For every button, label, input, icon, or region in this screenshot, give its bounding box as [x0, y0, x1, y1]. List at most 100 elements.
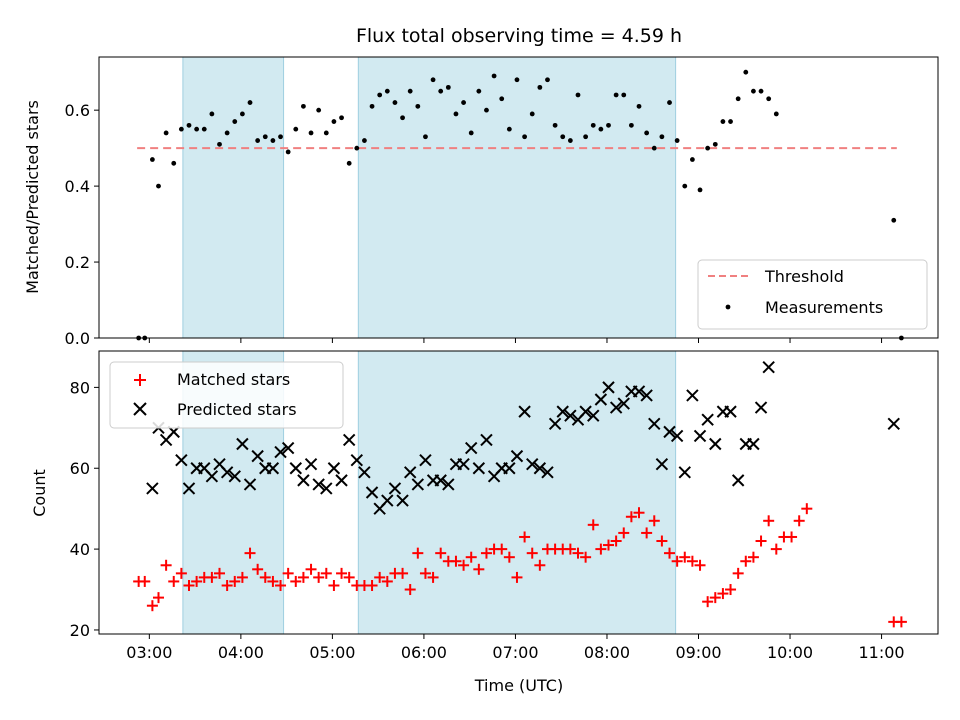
- measurement-point: [278, 134, 283, 140]
- matched-stars-point: [648, 515, 660, 527]
- predicted-stars-point: [587, 409, 600, 422]
- measurement-point: [308, 130, 314, 136]
- predicted-stars-point: [228, 470, 241, 483]
- predicted-stars-point: [442, 478, 455, 491]
- measurement-point: [149, 157, 155, 162]
- measurement-point: [194, 126, 200, 132]
- legend-predicted-label: Predicted stars: [177, 400, 297, 419]
- matched-stars-point: [290, 575, 302, 587]
- matched-stars-point: [732, 567, 744, 579]
- measurement-point: [560, 134, 566, 140]
- y-tick-label: 60: [70, 459, 90, 478]
- predicted-stars-point: [365, 486, 379, 499]
- matched-stars-point: [236, 571, 248, 583]
- predicted-stars-point: [182, 482, 196, 495]
- predicted-stars-point: [747, 437, 760, 451]
- measurement-point: [186, 122, 192, 128]
- predicted-stars-point: [312, 478, 325, 491]
- predicted-stars-point: [762, 360, 775, 374]
- measurement-point: [430, 77, 436, 83]
- matched-stars-point: [763, 515, 775, 527]
- x-tick-label: 11:00: [859, 643, 905, 662]
- measurement-point: [354, 145, 360, 151]
- predicted-stars-point: [526, 457, 539, 471]
- matched-stars-point: [427, 571, 439, 583]
- measurement-point: [682, 183, 688, 189]
- measurement-point: [728, 119, 733, 124]
- matched-stars-point: [267, 575, 279, 587]
- measurement-point: [667, 100, 672, 105]
- matched-stars-point: [572, 547, 584, 559]
- matched-stars-point: [458, 559, 470, 571]
- counts-legend-box: [109, 361, 344, 429]
- x-tick-label: 08:00: [584, 643, 630, 662]
- measurement-point: [377, 92, 383, 98]
- measurement-point: [891, 217, 897, 223]
- measurement-point: [224, 130, 230, 136]
- predicted-stars-point: [251, 449, 264, 463]
- ratio-series: [136, 69, 904, 341]
- matched-stars-point: [221, 579, 233, 591]
- measurement-point: [621, 92, 627, 98]
- legend-predicted-swatch: [133, 402, 147, 416]
- predicted-stars-point: [205, 470, 219, 483]
- predicted-stars-point: [327, 462, 341, 475]
- predicted-stars-point: [503, 462, 516, 475]
- matched-stars-point: [686, 555, 698, 567]
- measurement-point: [316, 107, 322, 113]
- matched-stars-point: [191, 575, 203, 587]
- measurement-point: [415, 103, 421, 109]
- matched-stars-point: [297, 571, 309, 583]
- measurement-point: [705, 145, 711, 151]
- predicted-stars-point: [243, 478, 257, 491]
- measurement-point: [506, 126, 512, 132]
- matched-stars-point: [580, 551, 592, 563]
- matched-stars-point: [709, 592, 721, 604]
- measurement-point: [735, 96, 741, 102]
- y-tick-label: 80: [70, 378, 90, 397]
- chart-title: Flux total observing time = 4.59 h: [356, 25, 682, 47]
- measurement-point: [606, 122, 611, 128]
- matched-stars-point: [595, 543, 607, 555]
- predicted-stars-point: [175, 453, 188, 467]
- measurement-point: [575, 92, 581, 98]
- matched-stars-point: [381, 575, 393, 587]
- predicted-stars-point: [693, 429, 707, 443]
- legend-matched-swatch: [134, 374, 146, 386]
- measurement-point: [407, 88, 413, 94]
- matched-stars-point: [374, 571, 386, 583]
- predicted-stars-point: [281, 441, 295, 455]
- predicted-stars-point: [457, 457, 470, 471]
- measurement-point: [712, 141, 718, 147]
- measurement-point: [209, 111, 215, 117]
- matched-stars-point: [770, 543, 782, 555]
- matched-stars-point: [786, 531, 798, 543]
- predicted-stars-point: [465, 441, 478, 455]
- measurement-point: [598, 126, 604, 132]
- measurement-point: [644, 130, 650, 136]
- legend-matched-label: Matched stars: [177, 370, 290, 389]
- matched-stars-point: [747, 551, 759, 563]
- matched-stars-point: [679, 551, 691, 563]
- counts-panel: 03:00 04:00 05:00 06:00 07:00 08:00 09:00 10:00…: [30, 350, 939, 695]
- matched-stars-point: [465, 551, 477, 563]
- matched-stars-point: [519, 531, 531, 543]
- matched-stars-point: [450, 555, 462, 567]
- measurement-point: [171, 160, 177, 166]
- measurement-point: [201, 126, 207, 132]
- measurement-point: [529, 111, 535, 117]
- measurement-point: [438, 88, 444, 94]
- measurement-point: [651, 145, 657, 151]
- measurement-point: [323, 130, 329, 136]
- matched-stars-point: [694, 559, 706, 571]
- matched-stars-point: [175, 567, 187, 579]
- matched-stars-point: [740, 555, 752, 567]
- predicted-stars-point: [320, 482, 333, 495]
- predicted-stars-point: [579, 405, 592, 418]
- measurement-point: [239, 111, 245, 117]
- matched-stars-point: [305, 563, 317, 575]
- measurement-point: [690, 157, 695, 162]
- predicted-stars-point: [655, 457, 669, 471]
- predicted-stars-point: [548, 417, 562, 430]
